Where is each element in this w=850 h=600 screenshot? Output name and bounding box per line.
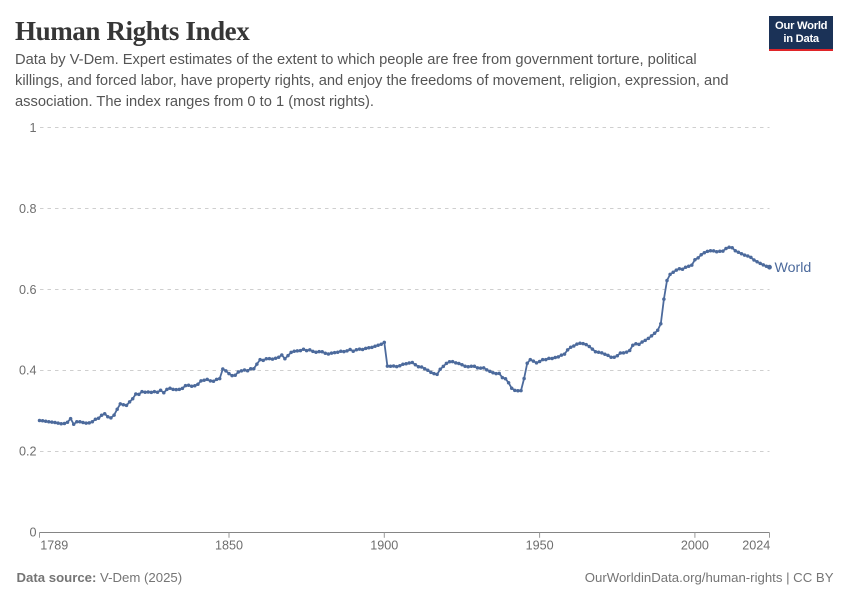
svg-text:0.2: 0.2 (19, 445, 37, 459)
svg-text:2024: 2024 (742, 539, 770, 553)
svg-text:0.8: 0.8 (19, 202, 37, 216)
svg-text:1900: 1900 (370, 539, 398, 553)
svg-text:2000: 2000 (681, 539, 709, 553)
svg-text:0.4: 0.4 (19, 364, 37, 378)
svg-text:0: 0 (29, 526, 36, 540)
svg-text:1950: 1950 (526, 539, 554, 553)
svg-text:0.6: 0.6 (19, 283, 37, 297)
svg-text:World: World (775, 260, 812, 276)
svg-text:1789: 1789 (40, 539, 68, 553)
svg-text:1: 1 (29, 121, 36, 135)
svg-text:1850: 1850 (215, 539, 243, 553)
